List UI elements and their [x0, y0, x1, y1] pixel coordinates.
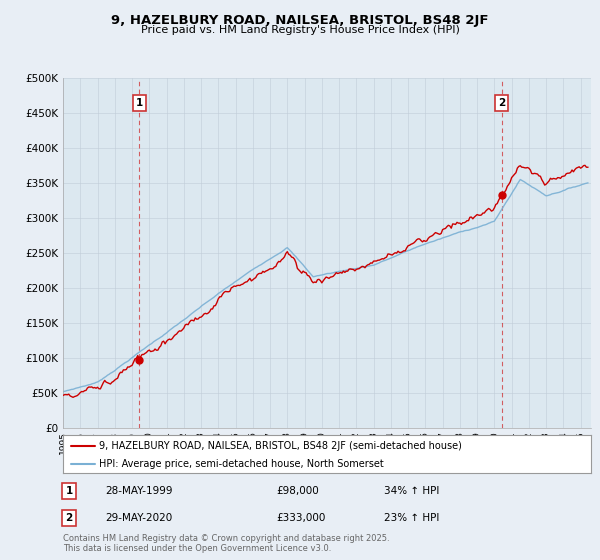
Text: 28-MAY-1999: 28-MAY-1999	[105, 486, 173, 496]
Text: 1: 1	[136, 98, 143, 108]
Text: 34% ↑ HPI: 34% ↑ HPI	[384, 486, 439, 496]
Text: Price paid vs. HM Land Registry's House Price Index (HPI): Price paid vs. HM Land Registry's House …	[140, 25, 460, 35]
Text: £98,000: £98,000	[276, 486, 319, 496]
Text: 1: 1	[65, 486, 73, 496]
Text: 23% ↑ HPI: 23% ↑ HPI	[384, 513, 439, 522]
Text: 2: 2	[65, 513, 73, 522]
Text: 9, HAZELBURY ROAD, NAILSEA, BRISTOL, BS48 2JF: 9, HAZELBURY ROAD, NAILSEA, BRISTOL, BS4…	[111, 14, 489, 27]
Text: £333,000: £333,000	[276, 513, 325, 522]
Text: 29-MAY-2020: 29-MAY-2020	[105, 513, 172, 522]
Text: 9, HAZELBURY ROAD, NAILSEA, BRISTOL, BS48 2JF (semi-detached house): 9, HAZELBURY ROAD, NAILSEA, BRISTOL, BS4…	[99, 441, 462, 451]
Text: HPI: Average price, semi-detached house, North Somerset: HPI: Average price, semi-detached house,…	[99, 459, 383, 469]
Text: Contains HM Land Registry data © Crown copyright and database right 2025.
This d: Contains HM Land Registry data © Crown c…	[63, 534, 389, 553]
Text: 2: 2	[498, 98, 505, 108]
